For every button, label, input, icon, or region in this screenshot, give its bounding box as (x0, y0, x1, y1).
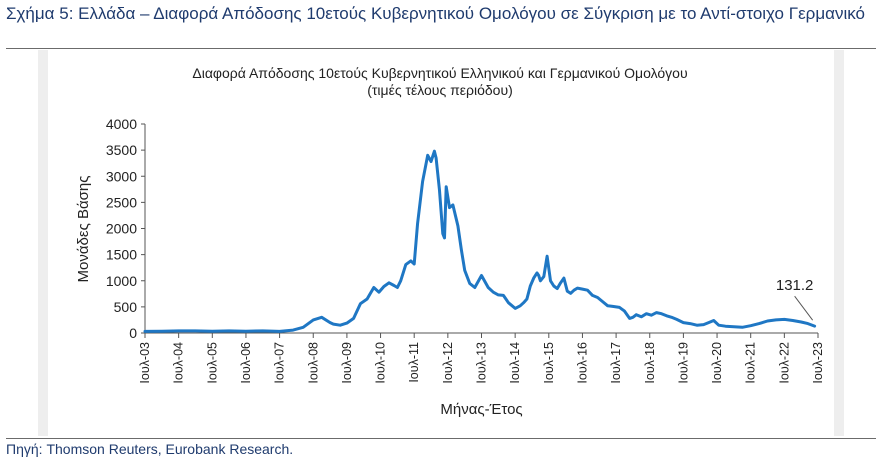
chart-subtitle: (τιμές τέλους περιόδου) (367, 82, 513, 98)
x-tick-label: Ιουλ-13 (475, 342, 489, 384)
chart-panel (38, 50, 844, 436)
chart-title: Διαφορά Απόδοσης 10ετούς Κυβερνητικού Ελ… (192, 65, 688, 81)
x-tick-label: Ιουλ-17 (609, 342, 623, 384)
x-tick-label: Ιουλ-19 (676, 342, 690, 384)
source-note: Πηγή: Thomson Reuters, Eurobank Research… (6, 441, 294, 457)
x-tick-label: Ιουλ-05 (205, 342, 219, 384)
y-tick-label: 0 (129, 325, 137, 341)
x-tick-label: Ιουλ-07 (273, 342, 287, 384)
x-tick-label: Ιουλ-06 (239, 342, 253, 384)
x-tick-label: Ιουλ-21 (744, 342, 758, 384)
y-tick-label: 3500 (106, 142, 137, 158)
x-tick-label: Ιουλ-20 (710, 342, 724, 384)
y-tick-label: 1500 (106, 247, 137, 263)
figure-title: Σχήμα 5: Ελλάδα – Διαφορά Απόδοσης 10ετο… (6, 4, 865, 23)
x-axis-label: Μήνας-Έτος (440, 401, 522, 418)
x-tick-label: Ιουλ-08 (306, 342, 320, 384)
y-tick-label: 2000 (106, 221, 137, 237)
x-tick-label: Ιουλ-14 (508, 342, 522, 384)
x-tick-label: Ιουλ-18 (643, 342, 657, 384)
annotation-label: 131.2 (776, 277, 814, 294)
x-tick-label: Ιουλ-22 (777, 342, 791, 384)
y-tick-label: 1000 (106, 273, 137, 289)
x-tick-label: Ιουλ-23 (811, 342, 825, 384)
x-tick-label: Ιουλ-09 (340, 342, 354, 384)
x-tick-label: Ιουλ-04 (172, 342, 186, 384)
source-divider (6, 438, 876, 439)
title-divider (6, 48, 876, 49)
annotation-leader (794, 295, 814, 321)
series-line (143, 149, 817, 333)
x-tick-label: Ιουλ-15 (542, 342, 556, 384)
x-tick-label: Ιουλ-16 (575, 342, 589, 384)
y-axis-label: Μονάδες Βάσης (75, 176, 92, 283)
y-tick-label: 2500 (106, 194, 137, 210)
x-tick-label: Ιουλ-11 (407, 342, 421, 383)
y-tick-label: 500 (114, 299, 138, 315)
y-tick-label: 3000 (106, 168, 137, 184)
x-tick-label: Ιουλ-03 (138, 342, 152, 384)
x-tick-label: Ιουλ-10 (374, 342, 388, 384)
x-tick-label: Ιουλ-12 (441, 342, 455, 384)
y-tick-label: 4000 (106, 116, 137, 132)
